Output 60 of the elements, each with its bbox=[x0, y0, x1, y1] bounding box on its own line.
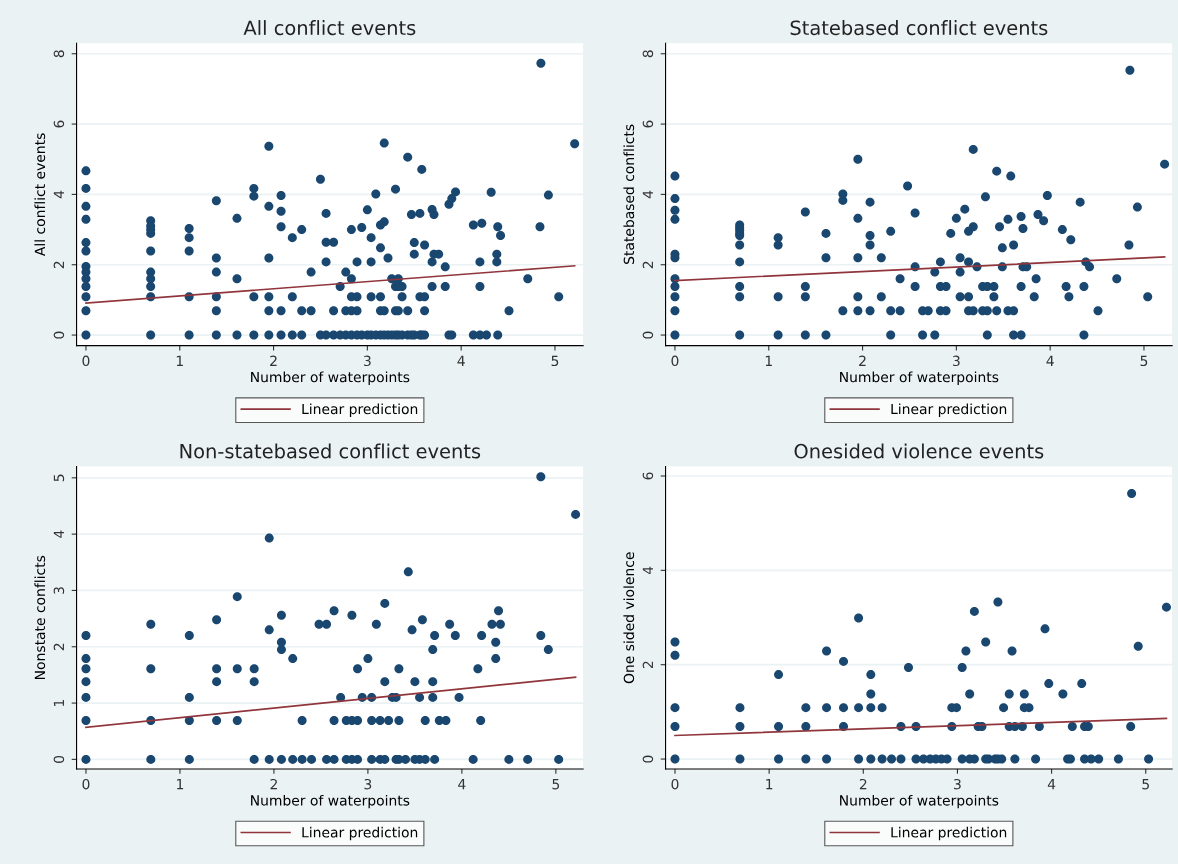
x-tick-label: 2 bbox=[270, 778, 277, 790]
y-tick-label: 6 bbox=[642, 472, 654, 480]
x-tick-label: 5 bbox=[552, 779, 560, 790]
y-tick-label: 3 bbox=[53, 587, 65, 594]
x-tick-label: 2 bbox=[859, 778, 867, 790]
y-tick-label: 2 bbox=[642, 261, 653, 269]
x-tick-label: 1 bbox=[177, 779, 184, 790]
y-tick-label: 0 bbox=[53, 755, 65, 763]
y-tick-label: 0 bbox=[642, 755, 654, 763]
chart-title: Onesided violence events bbox=[794, 443, 1044, 459]
y-tick-label: 8 bbox=[642, 50, 654, 58]
chart-title: Statebased conflict events bbox=[790, 20, 1048, 36]
x-tick-label: 4 bbox=[457, 355, 465, 366]
y-axis-title: One sided violence bbox=[623, 552, 635, 684]
x-axis-title: Number of waterpoints bbox=[251, 371, 410, 385]
x-axis-title: Number of waterpoints bbox=[840, 794, 999, 809]
legend-label: Linear prediction bbox=[302, 403, 418, 417]
chart-title: All conflict events bbox=[243, 20, 416, 36]
y-tick-label: 5 bbox=[53, 474, 65, 482]
x-tick-label: 2 bbox=[859, 355, 866, 366]
y-tick-label: 0 bbox=[53, 331, 65, 339]
y-tick-label: 8 bbox=[53, 50, 65, 58]
y-tick-label: 4 bbox=[642, 566, 653, 575]
y-axis-title: Nonstate conflicts bbox=[34, 555, 46, 679]
x-tick-label: 4 bbox=[1046, 355, 1054, 366]
x-tick-label: 5 bbox=[1140, 355, 1148, 367]
legend-label: Linear prediction bbox=[891, 826, 1007, 841]
y-tick-label: 6 bbox=[53, 120, 65, 128]
x-tick-label: 0 bbox=[671, 778, 679, 790]
x-tick-label: 1 bbox=[765, 355, 772, 366]
y-tick-label: 2 bbox=[53, 261, 64, 269]
x-tick-label: 2 bbox=[270, 355, 277, 366]
y-axis-title: All conflict events bbox=[34, 133, 46, 257]
x-tick-label: 0 bbox=[82, 778, 90, 790]
x-tick-label: 4 bbox=[458, 779, 466, 790]
y-tick-label: 2 bbox=[53, 643, 64, 651]
y-tick-label: 4 bbox=[642, 190, 653, 199]
legend-label: Linear prediction bbox=[302, 826, 418, 841]
x-tick-label: 4 bbox=[1047, 779, 1056, 790]
y-tick-label: 4 bbox=[53, 190, 64, 199]
x-tick-label: 0 bbox=[82, 355, 90, 367]
x-tick-label: 1 bbox=[176, 355, 183, 366]
x-tick-label: 3 bbox=[364, 355, 371, 367]
x-tick-label: 5 bbox=[551, 355, 559, 367]
x-tick-label: 0 bbox=[671, 355, 679, 367]
x-tick-label: 3 bbox=[954, 778, 961, 790]
x-tick-label: 5 bbox=[1142, 779, 1149, 790]
x-tick-label: 3 bbox=[364, 778, 372, 790]
x-tick-label: 3 bbox=[953, 355, 960, 367]
y-tick-label: 4 bbox=[53, 530, 64, 538]
y-tick-label: 2 bbox=[642, 661, 653, 669]
x-axis-title: Number of waterpoints bbox=[840, 371, 999, 385]
y-tick-label: 0 bbox=[642, 331, 654, 339]
chart-title: Non-statebased conflict events bbox=[180, 443, 481, 459]
y-tick-label: 6 bbox=[642, 120, 654, 128]
y-tick-label: 1 bbox=[53, 699, 64, 706]
y-axis-title: Statebased conflicts bbox=[623, 124, 635, 264]
x-tick-label: 1 bbox=[766, 779, 773, 790]
x-axis-title: Number of waterpoints bbox=[251, 794, 410, 809]
legend-label: Linear prediction bbox=[891, 403, 1007, 417]
